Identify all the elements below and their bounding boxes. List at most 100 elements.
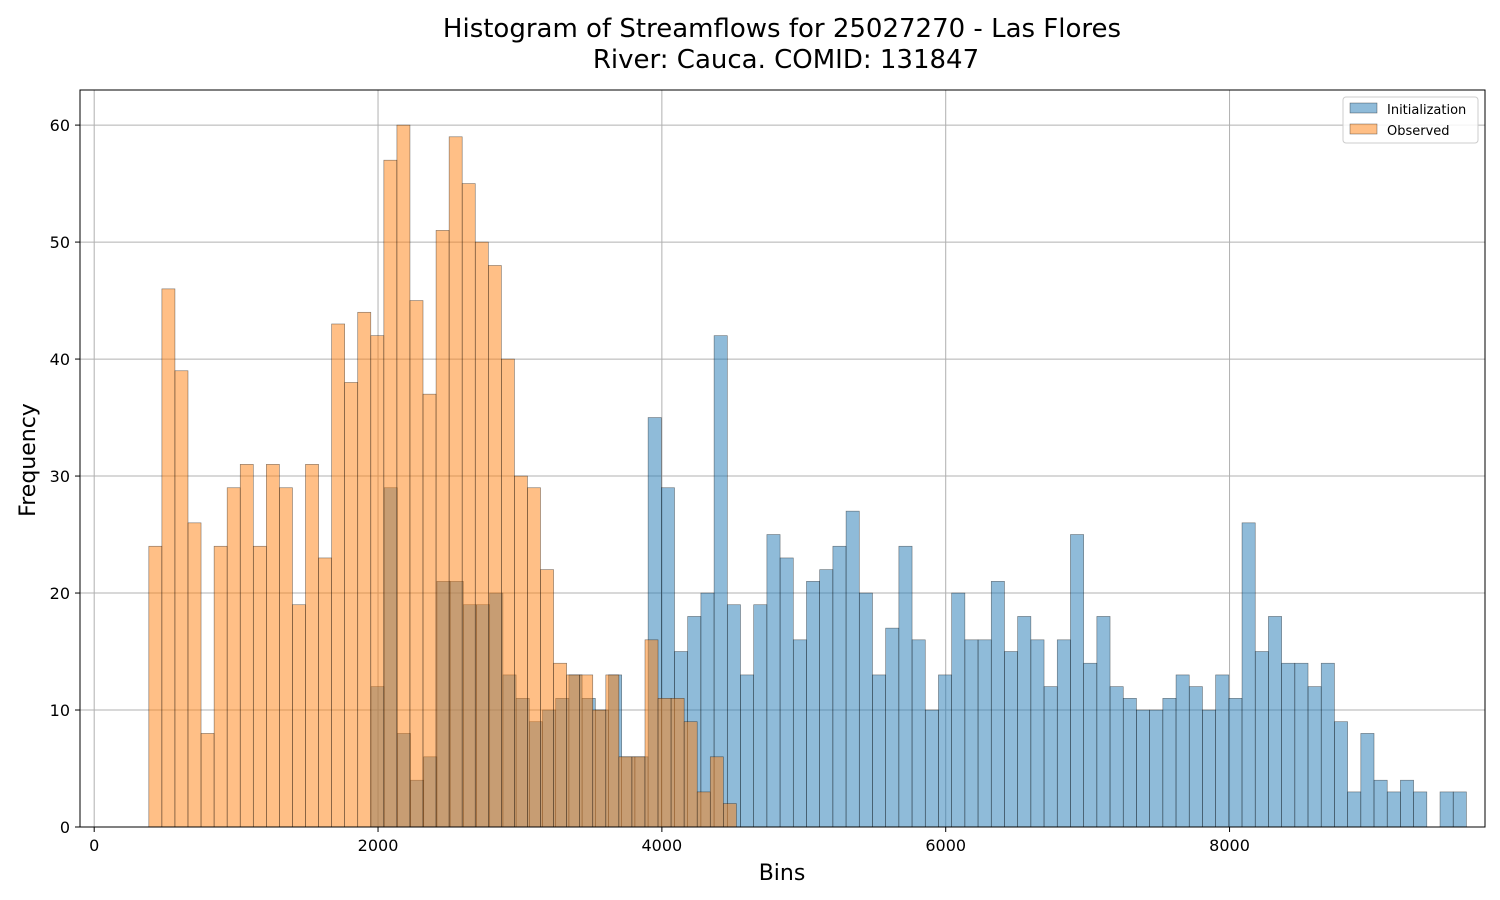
observed-bar	[148, 545, 163, 828]
observed-bar	[709, 756, 724, 828]
initialization-bar	[1188, 686, 1203, 828]
observed-bar	[422, 393, 437, 828]
initialization-bar	[1254, 651, 1269, 828]
y-tick-label: 50	[50, 233, 70, 252]
observed-bar	[448, 136, 463, 828]
initialization-bar	[713, 335, 728, 828]
initialization-bar	[924, 709, 939, 828]
observed-bar	[279, 487, 293, 828]
observed-bar	[488, 265, 502, 828]
initialization-bar	[1373, 779, 1388, 828]
y-tick-label: 30	[50, 467, 70, 486]
initialization-bar	[1228, 698, 1243, 828]
initialization-bar	[1400, 779, 1414, 828]
y-axis-label: Frequency	[16, 403, 41, 517]
observed-bar	[187, 522, 202, 828]
initialization-bar	[726, 604, 741, 828]
observed-bar	[579, 674, 594, 828]
initialization-bar	[977, 639, 992, 828]
observed-bar	[566, 674, 580, 828]
initialization-bar	[1162, 698, 1177, 828]
initialization-bar	[819, 569, 834, 828]
initialization-bar	[1096, 616, 1111, 828]
observed-bar	[266, 464, 280, 828]
legend-swatch-initialization	[1349, 102, 1378, 114]
x-tick-label: 8000	[1209, 836, 1250, 855]
initialization-bar	[1386, 791, 1401, 828]
observed-bar	[383, 159, 398, 828]
initialization-bar	[1083, 662, 1098, 828]
observed-bar	[357, 311, 372, 828]
observed-bar	[174, 370, 189, 828]
observed-bars	[148, 124, 737, 828]
initialization-bar	[911, 639, 926, 828]
x-axis-ticks: 0 2000 4000 6000 8000	[89, 827, 1250, 855]
chart-subtitle: River: Cauca. COMID: 131847	[593, 45, 979, 75]
observed-bar	[435, 230, 450, 828]
legend-label-observed: Observed	[1387, 124, 1450, 139]
y-tick-label: 60	[50, 116, 70, 135]
initialization-bar	[1281, 662, 1296, 828]
initialization-bar	[990, 581, 1005, 828]
initialization-bar	[832, 545, 847, 828]
legend-label-initialization: Initialization	[1387, 103, 1466, 118]
observed-bar	[592, 709, 607, 828]
initialization-bar	[872, 674, 886, 828]
initialization-bar	[1056, 639, 1071, 828]
observed-bar	[618, 756, 633, 828]
observed-bar	[161, 288, 176, 828]
observed-bar	[292, 604, 306, 828]
initialization-bar	[951, 592, 966, 828]
observed-bar	[226, 487, 241, 828]
initialization-bar	[806, 581, 820, 828]
y-tick-label: 0	[60, 818, 70, 837]
observed-bar	[644, 639, 659, 828]
observed-bar	[344, 382, 359, 828]
observed-bar	[252, 545, 267, 828]
observed-bar	[527, 487, 541, 828]
x-tick-label: 2000	[358, 836, 399, 855]
initialization-bar	[1215, 674, 1230, 828]
plot-area-frame	[79, 89, 1486, 828]
y-axis-ticks: 0 10 20 30 40 50 60	[50, 116, 80, 837]
y-tick-label: 20	[50, 584, 70, 603]
initialization-bar	[1413, 791, 1428, 828]
initialization-bar	[1202, 709, 1216, 828]
observed-bar	[370, 335, 385, 828]
chart-title: Histogram of Streamflows for 25027270 - …	[443, 14, 1121, 44]
initialization-bar	[1294, 662, 1309, 828]
observed-bar	[331, 323, 345, 828]
initialization-bar	[1004, 651, 1018, 828]
x-tick-label: 4000	[642, 836, 683, 855]
observed-bar	[553, 662, 567, 828]
initialization-bar	[1439, 791, 1454, 828]
observed-bar	[631, 756, 646, 828]
observed-bar	[723, 803, 737, 828]
initialization-bar	[1122, 698, 1137, 828]
observed-bar	[501, 358, 515, 828]
initialization-bar	[858, 592, 873, 828]
x-tick-label: 6000	[925, 836, 966, 855]
initialization-bar	[1320, 662, 1335, 828]
observed-bar	[605, 674, 620, 828]
initialization-bar	[1043, 686, 1058, 828]
initialization-bar	[938, 674, 952, 828]
observed-bar	[200, 733, 215, 828]
initialization-bar	[1334, 721, 1348, 828]
observed-bar	[474, 241, 489, 828]
initialization-bar	[792, 639, 807, 828]
observed-bar	[683, 721, 698, 828]
x-axis-label: Bins	[759, 861, 806, 886]
initialization-bar	[1030, 639, 1045, 828]
initialization-bar	[1268, 616, 1282, 828]
initialization-bar	[1175, 674, 1190, 828]
observed-bar	[305, 464, 319, 828]
observed-bar	[657, 698, 672, 828]
legend-swatch-observed	[1349, 123, 1378, 135]
initialization-bar	[1241, 522, 1256, 828]
y-tick-label: 40	[50, 350, 70, 369]
observed-bar	[514, 475, 528, 828]
observed-bar	[213, 545, 228, 828]
initialization-bar	[898, 545, 913, 828]
